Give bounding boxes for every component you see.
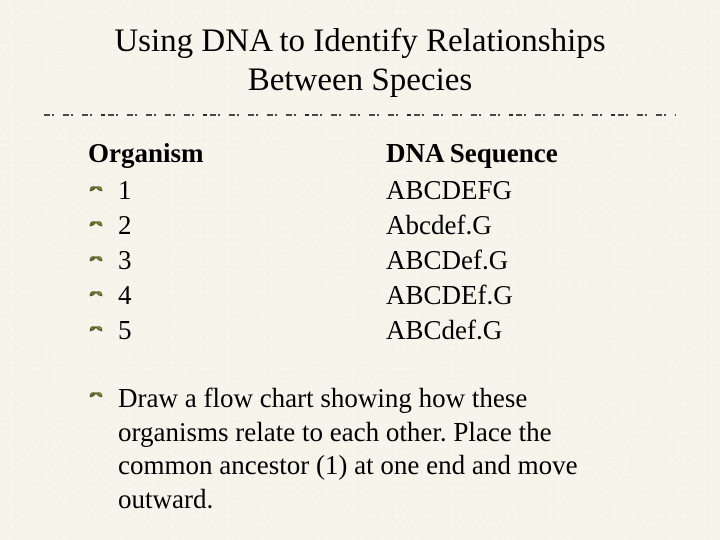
leaf-bullet-icon xyxy=(88,389,118,403)
organism-value: 2 xyxy=(118,208,132,243)
list-item: 1 xyxy=(88,173,386,208)
list-item: 5 xyxy=(88,313,386,348)
organism-value: 4 xyxy=(118,278,132,313)
list-item: ABCdef.G xyxy=(386,313,638,348)
leaf-bullet-icon xyxy=(88,183,118,197)
list-item: 2 xyxy=(88,208,386,243)
organism-column: Organism 1 2 3 4 xyxy=(88,136,386,348)
sequence-value: ABCdef.G xyxy=(386,313,502,348)
list-item: ABCDef.G xyxy=(386,243,638,278)
content-area: Organism 1 2 3 4 xyxy=(32,136,688,517)
list-item: 3 xyxy=(88,243,386,278)
organism-value: 5 xyxy=(118,313,132,348)
organism-header: Organism xyxy=(88,136,386,171)
title-divider xyxy=(44,114,676,116)
instruction-text: Draw a flow chart showing how these orga… xyxy=(118,382,638,517)
instruction-item: Draw a flow chart showing how these orga… xyxy=(88,382,638,517)
organism-value: 1 xyxy=(118,173,132,208)
slide: Using DNA to Identify Relationships Betw… xyxy=(0,0,720,540)
sequence-value: Abcdef.G xyxy=(386,208,492,243)
list-item: ABCDEf.G xyxy=(386,278,638,313)
slide-title: Using DNA to Identify Relationships Betw… xyxy=(62,22,658,100)
sequence-value: ABCDef.G xyxy=(386,243,508,278)
sequence-header: DNA Sequence xyxy=(386,136,638,171)
data-table: Organism 1 2 3 4 xyxy=(88,136,638,348)
list-item: 4 xyxy=(88,278,386,313)
sequence-column: DNA Sequence ABCDEFG Abcdef.G ABCDef.G A… xyxy=(386,136,638,348)
leaf-bullet-icon xyxy=(88,218,118,232)
leaf-bullet-icon xyxy=(88,288,118,302)
leaf-bullet-icon xyxy=(88,253,118,267)
sequence-value: ABCDEf.G xyxy=(386,278,513,313)
list-item: Abcdef.G xyxy=(386,208,638,243)
list-item: ABCDEFG xyxy=(386,173,638,208)
sequence-value: ABCDEFG xyxy=(386,173,512,208)
leaf-bullet-icon xyxy=(88,323,118,337)
organism-value: 3 xyxy=(118,243,132,278)
